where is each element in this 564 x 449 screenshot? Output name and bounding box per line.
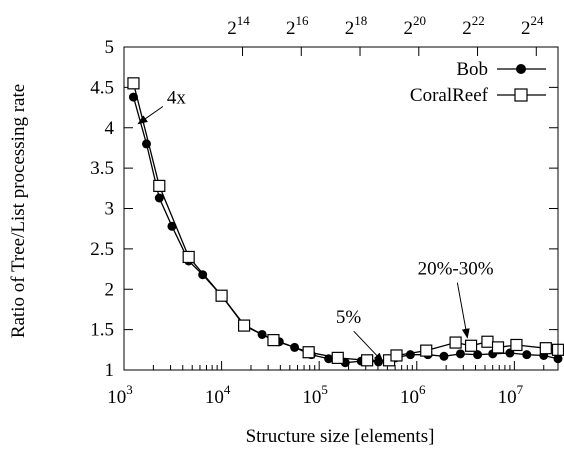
series-layer (127, 77, 564, 368)
annotations-layer: 4x 5% 20%-30% (137, 88, 494, 363)
x-top-tick-label: 224 (521, 13, 544, 39)
annotation-label: 4x (167, 88, 187, 109)
data-point-coralreef (331, 351, 344, 364)
y-tick-label: 5 (105, 37, 115, 58)
data-point-coralreef (302, 346, 315, 359)
data-point-coralreef (464, 339, 478, 352)
annotation-arrow (456, 282, 470, 339)
data-point-coralreef (491, 341, 505, 354)
data-point-bob (455, 349, 465, 359)
legend-marker-bob (516, 64, 526, 74)
y-tick-label: 1.5 (90, 320, 114, 341)
y-axis-title: Ratio of Tree/List processing rate (8, 84, 29, 338)
legend: Bob CoralReef (410, 59, 546, 106)
data-point-coralreef (153, 179, 166, 192)
y-tick-label: 3 (105, 199, 115, 220)
data-point-coralreef (390, 349, 403, 362)
data-point-bob (128, 92, 138, 102)
tick-labels-layer: 1 1.5 2 2.5 3 3.5 4 4.5 5 103 104 105 106 107 214 216 21… (90, 13, 544, 408)
y-tick-label: 4 (105, 118, 115, 139)
y-tick-label: 2 (105, 279, 115, 300)
x-tick-label: 104 (205, 382, 231, 408)
data-point-coralreef (481, 335, 494, 348)
data-point-bob (373, 357, 383, 367)
data-point-coralreef (420, 344, 433, 357)
x-tick-label: 103 (107, 382, 133, 408)
x-top-tick-label: 222 (462, 13, 485, 39)
data-point-bob (522, 350, 532, 360)
y-tick-label: 2.5 (90, 239, 114, 260)
data-point-coralreef (182, 250, 195, 264)
legend-marker-coralreef (514, 88, 528, 102)
annotation-label: 20%-30% (418, 259, 494, 280)
plot-frame (123, 46, 559, 371)
data-point-coralreef (215, 289, 228, 302)
x-tick-label: 106 (400, 382, 426, 408)
legend-label-bob: Bob (456, 59, 488, 80)
data-point-bob (154, 193, 164, 203)
x-top-tick-label: 216 (286, 13, 309, 39)
data-point-bob (167, 221, 177, 231)
x-top-tick-label: 218 (345, 13, 368, 39)
x-top-tick-label: 214 (227, 13, 250, 39)
annotation-arrow (137, 106, 164, 125)
x-tick-label: 107 (498, 382, 524, 408)
annotation-label: 5% (336, 307, 362, 328)
data-point-bob (473, 350, 483, 360)
data-point-coralreef (237, 319, 251, 332)
x-top-tick-label: 220 (404, 13, 427, 39)
data-point-coralreef (449, 336, 462, 349)
y-tick-label: 1 (105, 360, 115, 381)
data-point-bob (439, 351, 449, 361)
y-tick-label: 4.5 (90, 77, 114, 98)
legend-label-coralreef: CoralReef (410, 85, 489, 106)
annotation-arrow (353, 330, 384, 363)
data-point-coralreef (539, 342, 552, 355)
data-point-coralreef (510, 338, 523, 352)
series-coralreef (127, 77, 564, 367)
data-point-bob (405, 350, 415, 360)
x-axis-title: Structure size [elements] (246, 426, 435, 447)
data-point-coralreef (127, 77, 140, 90)
data-point-coralreef (361, 354, 374, 367)
y-tick-label: 3.5 (90, 158, 114, 179)
data-point-coralreef (267, 334, 280, 347)
x-tick-label: 105 (302, 382, 328, 408)
